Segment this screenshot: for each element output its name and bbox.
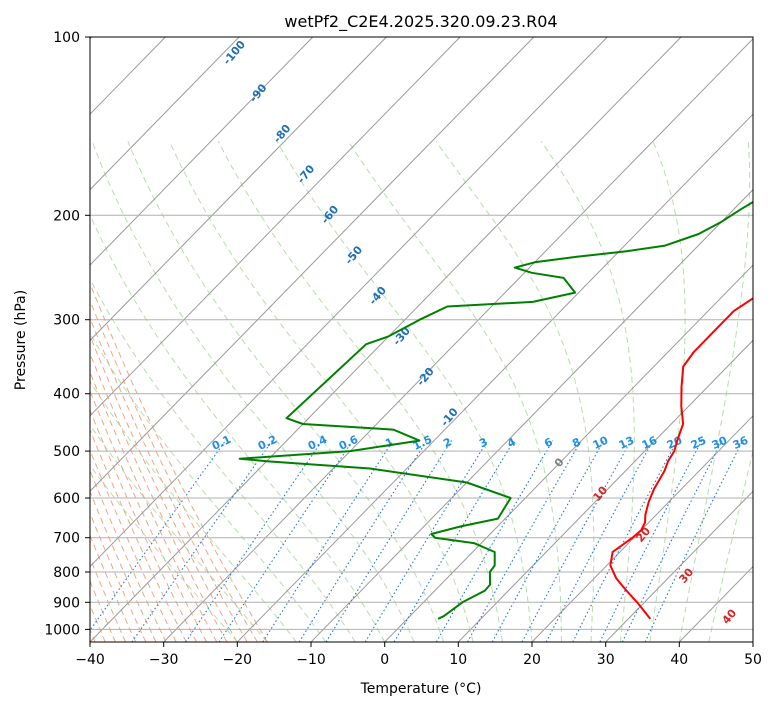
isotherm-line xyxy=(90,37,682,642)
x-tick-label: 20 xyxy=(523,652,541,668)
x-tick-label: −10 xyxy=(296,652,326,668)
isotherm-line xyxy=(531,415,753,642)
y-axis-label: Pressure (hPa) xyxy=(13,290,29,390)
x-tick-label: 30 xyxy=(597,652,615,668)
isotherm-line xyxy=(163,38,753,642)
isotherm-line xyxy=(90,37,608,568)
x-tick-label: 50 xyxy=(744,652,762,668)
dewpoint-line xyxy=(238,200,753,620)
profile-series xyxy=(238,200,753,620)
y-tick-label: 800 xyxy=(53,565,80,581)
dry-adiabat xyxy=(90,316,248,642)
mixing-ratio-label: 20 xyxy=(665,434,685,452)
dry-adiabat xyxy=(90,579,116,642)
dry-adiabat xyxy=(90,448,177,642)
mixing-ratio-label: 36 xyxy=(731,434,751,452)
isotherm-line xyxy=(90,37,240,191)
mixing-ratio-line xyxy=(467,440,582,642)
dry-adiabat xyxy=(90,428,187,642)
y-tick-label: 300 xyxy=(53,313,80,329)
y-tick-label: 700 xyxy=(53,531,80,547)
mixing-ratio-label: 16 xyxy=(640,434,660,452)
dry-adiabat xyxy=(90,556,126,642)
x-tick-label: 10 xyxy=(449,652,467,668)
x-tick-label: −40 xyxy=(75,652,105,668)
isotherm-line xyxy=(310,188,753,642)
y-axis-ticks: 100 200 300 400 500 600 700 800 900 1000 xyxy=(44,30,90,638)
mixing-ratio-line xyxy=(185,440,323,642)
mixing-ratio-line xyxy=(218,440,354,642)
mixing-ratio-label: 30 xyxy=(710,434,730,452)
dry-adiabat xyxy=(90,371,218,642)
y-tick-label: 1000 xyxy=(44,622,80,638)
isotherm-line xyxy=(605,490,753,642)
mixing-ratio-line xyxy=(325,440,452,642)
plot-area xyxy=(90,37,753,642)
isotherm-line xyxy=(90,37,461,417)
dry-adiabat xyxy=(90,334,238,642)
x-axis-label: Temperature (°C) xyxy=(360,681,482,697)
pressure-gridlines xyxy=(90,37,753,630)
mixing-ratio-label: 13 xyxy=(617,434,636,452)
y-tick-label: 600 xyxy=(53,491,80,507)
mixing-ratio-line xyxy=(262,440,394,642)
y-tick-label: 400 xyxy=(53,387,80,403)
isotherm-line xyxy=(384,264,753,642)
y-tick-label: 100 xyxy=(53,30,80,46)
x-tick-label: −20 xyxy=(223,652,253,668)
mixing-ratio-line xyxy=(621,440,723,642)
mixing-ratio-label: 25 xyxy=(689,434,708,452)
mixing-ratio-label: 10 xyxy=(591,434,611,452)
isotherm-line xyxy=(457,339,753,642)
y-tick-label: 500 xyxy=(53,444,80,460)
y-tick-label: 900 xyxy=(53,595,80,611)
dry-adiabat xyxy=(90,409,197,642)
mixing-ratio-line xyxy=(364,440,489,642)
y-tick-label: 200 xyxy=(53,208,80,224)
isotherm-line xyxy=(90,37,314,266)
x-tick-label: 0 xyxy=(380,652,389,668)
dry-adiabat xyxy=(90,352,228,642)
isotherm-line xyxy=(90,37,535,492)
x-tick-label: −30 xyxy=(149,652,179,668)
mixing-ratio-line xyxy=(298,440,428,642)
isotherm-line xyxy=(236,113,753,642)
mixing-ratio-line xyxy=(393,440,515,642)
mixing-ratio-line xyxy=(599,440,703,642)
x-tick-label: 40 xyxy=(670,652,688,668)
chart-title: wetPf2_C2E4.2025.320.09.23.R04 xyxy=(284,12,557,32)
isotherm-line xyxy=(90,37,387,342)
x-axis-ticks: −40 −30 −20 −10 0 10 20 30 40 50 xyxy=(75,642,762,668)
temperature-line xyxy=(609,297,753,620)
mixing-ratio-line xyxy=(521,440,632,642)
dry-adiabat xyxy=(90,389,208,642)
plot-frame xyxy=(89,36,754,643)
mixing-ratio-line xyxy=(131,440,273,642)
mixing-ratio-line xyxy=(491,440,605,642)
mixing-ratio-line xyxy=(435,440,554,642)
